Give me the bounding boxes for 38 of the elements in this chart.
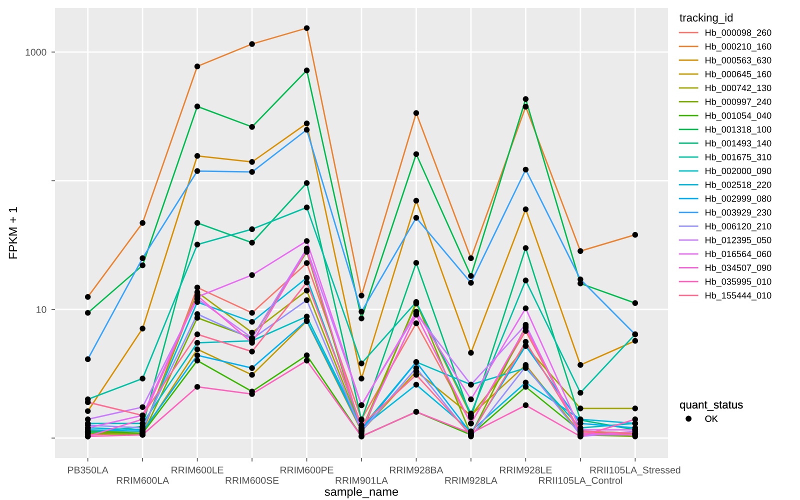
legend-label: Hb_003929_230 xyxy=(706,209,772,218)
x-tick-label: RRIM928LE xyxy=(500,466,552,474)
x-tick-label: RRIM928LA xyxy=(445,477,498,484)
legend-label: Hb_035995_010 xyxy=(706,278,772,287)
y-tick-label: 1000 xyxy=(26,48,46,56)
legend-label: Hb_000645_160 xyxy=(706,70,772,80)
x-axis-title: sample_name xyxy=(324,487,398,498)
x-tick-label: RRIM600PE xyxy=(280,466,334,474)
legend-label: Hb_001675_310 xyxy=(706,154,772,162)
x-tick-label: RRIM600SE xyxy=(226,477,279,484)
y-axis-title: FPKM + 1 xyxy=(8,207,18,258)
legend-title: tracking_id xyxy=(680,13,733,24)
text: quant_status xyxy=(680,401,743,411)
legend-label: Hb_002000_090 xyxy=(706,168,772,176)
legend-label: Hb_000563_630 xyxy=(706,56,772,66)
legend-label: Hb_016564_060 xyxy=(706,250,772,259)
legend-label: Hb_000997_240 xyxy=(706,98,772,107)
legend-label: Hb_155444_010 xyxy=(706,292,772,300)
legend-label: Hb_006120_210 xyxy=(706,222,772,232)
x-tick-label: RRIM901LA xyxy=(336,477,388,484)
x-tick-label: PB350LA xyxy=(68,466,108,474)
x-tick-label: RRII105LA_Stressed xyxy=(590,466,680,476)
legend-label: Hb_002999_080 xyxy=(706,195,772,204)
legend-label: Hb_001318_100 xyxy=(706,126,772,134)
y-tick-label: 10 xyxy=(36,306,46,314)
legend-label: Hb_000098_260 xyxy=(706,29,772,38)
legend-label: Hb_000210_160 xyxy=(706,43,772,52)
legend-label: Hb_001493_140 xyxy=(706,140,772,148)
legend-label: Hb_000742_130 xyxy=(706,84,772,93)
x-tick-label: RRIM600LE xyxy=(172,466,224,474)
legend-label: Hb_012395_050 xyxy=(706,236,772,246)
text: OK xyxy=(705,416,718,422)
x-tick-label: RRIM928BA xyxy=(390,466,444,474)
legend-label: Hb_034507_090 xyxy=(706,264,772,273)
x-tick-label: RRIM600LA xyxy=(116,477,170,484)
x-tick-label: RRII105LA_Control xyxy=(539,476,622,486)
legend-label: Hb_001054_040 xyxy=(706,112,772,121)
legend-label: Hb_002518_220 xyxy=(706,181,772,190)
